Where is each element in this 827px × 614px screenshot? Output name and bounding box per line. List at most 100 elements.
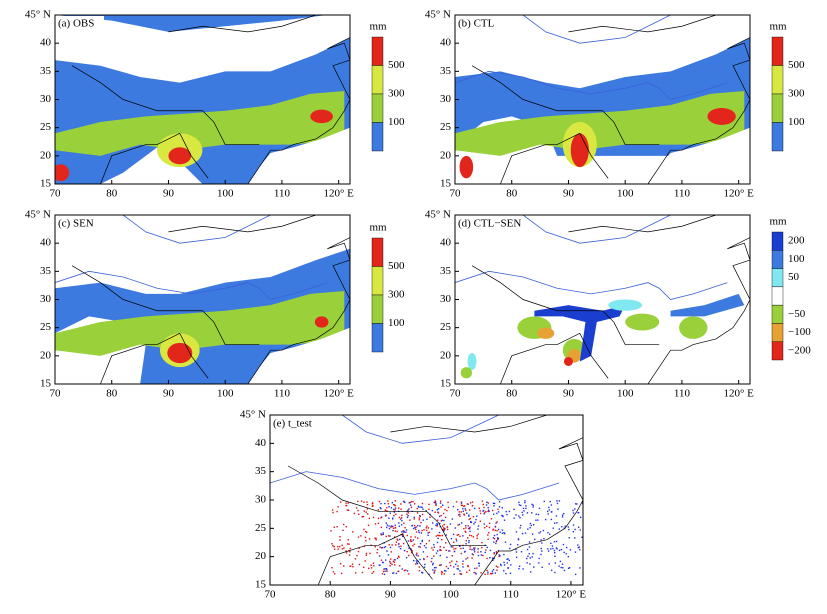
dot (417, 537, 419, 539)
dot (345, 526, 348, 528)
dot (435, 566, 437, 569)
dot (382, 570, 385, 573)
dot (557, 508, 559, 510)
dot (415, 526, 417, 528)
dot (469, 546, 471, 548)
dot (469, 517, 471, 520)
dot (468, 515, 470, 517)
dot (367, 567, 370, 570)
dot (445, 534, 447, 536)
dot (474, 572, 477, 574)
dot (411, 525, 413, 527)
border (71, 265, 260, 345)
dot (460, 552, 463, 555)
dot (428, 503, 430, 506)
dot (383, 568, 385, 570)
panel-label: (c) SEN (58, 218, 94, 230)
x-tick-label: 120° E (556, 589, 587, 601)
dot (459, 570, 461, 572)
dot (361, 571, 364, 574)
dot (488, 531, 490, 534)
dot (456, 568, 458, 570)
dot (530, 524, 532, 527)
dot (404, 526, 406, 529)
dot (416, 507, 418, 510)
dot (556, 522, 558, 524)
dot (483, 513, 485, 515)
dot (465, 540, 468, 542)
dot (377, 522, 380, 525)
dot (564, 525, 566, 527)
dot (463, 551, 466, 553)
dot (524, 500, 526, 502)
dot (506, 562, 509, 564)
dot (458, 514, 460, 516)
dot (458, 523, 461, 526)
dot (430, 560, 433, 563)
shading (679, 316, 708, 339)
dot (546, 510, 549, 513)
dot (438, 515, 441, 518)
dot (388, 527, 391, 530)
dot (473, 549, 475, 551)
dot (547, 513, 549, 515)
dot (351, 563, 354, 565)
dot (392, 560, 395, 563)
dot (421, 529, 423, 532)
dot (382, 561, 384, 564)
dot (484, 526, 486, 529)
dot (407, 514, 409, 517)
dot (482, 503, 484, 506)
dot (481, 541, 483, 544)
dot (466, 557, 469, 559)
dot (482, 509, 485, 512)
dot (474, 567, 476, 570)
dot (380, 507, 382, 510)
dot (374, 545, 376, 548)
dot (541, 566, 543, 569)
dot (423, 558, 425, 561)
contour (342, 415, 499, 444)
x-tick-label: 90 (563, 188, 575, 200)
dot (383, 573, 386, 576)
dot (538, 532, 540, 534)
dot (455, 563, 457, 566)
dot (460, 504, 463, 506)
dot (558, 500, 561, 502)
dot (374, 537, 376, 539)
dot (567, 567, 570, 569)
dot (390, 526, 392, 528)
dot (384, 545, 387, 548)
dot (460, 522, 463, 524)
dot (495, 552, 498, 554)
colorbar-segment (771, 93, 784, 123)
dot (365, 539, 367, 542)
dot (371, 572, 373, 574)
dot (416, 562, 418, 564)
dot (476, 537, 478, 539)
map-content (455, 15, 750, 184)
dot (347, 502, 349, 504)
dot (496, 569, 498, 571)
dot (392, 572, 394, 574)
dot (393, 504, 396, 506)
dot (398, 525, 401, 527)
dot (503, 553, 505, 556)
dot (559, 560, 562, 563)
dot (444, 508, 446, 511)
colorbar-label: 50 (788, 271, 800, 283)
dot (554, 562, 557, 564)
dot (410, 551, 413, 554)
x-tick-label: 70 (450, 388, 462, 400)
shading (707, 107, 736, 125)
dot (417, 555, 419, 557)
colorbar-segment (371, 237, 384, 267)
dot (331, 509, 334, 511)
dot (457, 533, 460, 536)
dot (388, 535, 390, 537)
x-tick-label: 100 (217, 388, 234, 400)
dot (365, 552, 368, 555)
dot (563, 569, 566, 572)
dot (431, 528, 433, 530)
dot (533, 566, 535, 568)
